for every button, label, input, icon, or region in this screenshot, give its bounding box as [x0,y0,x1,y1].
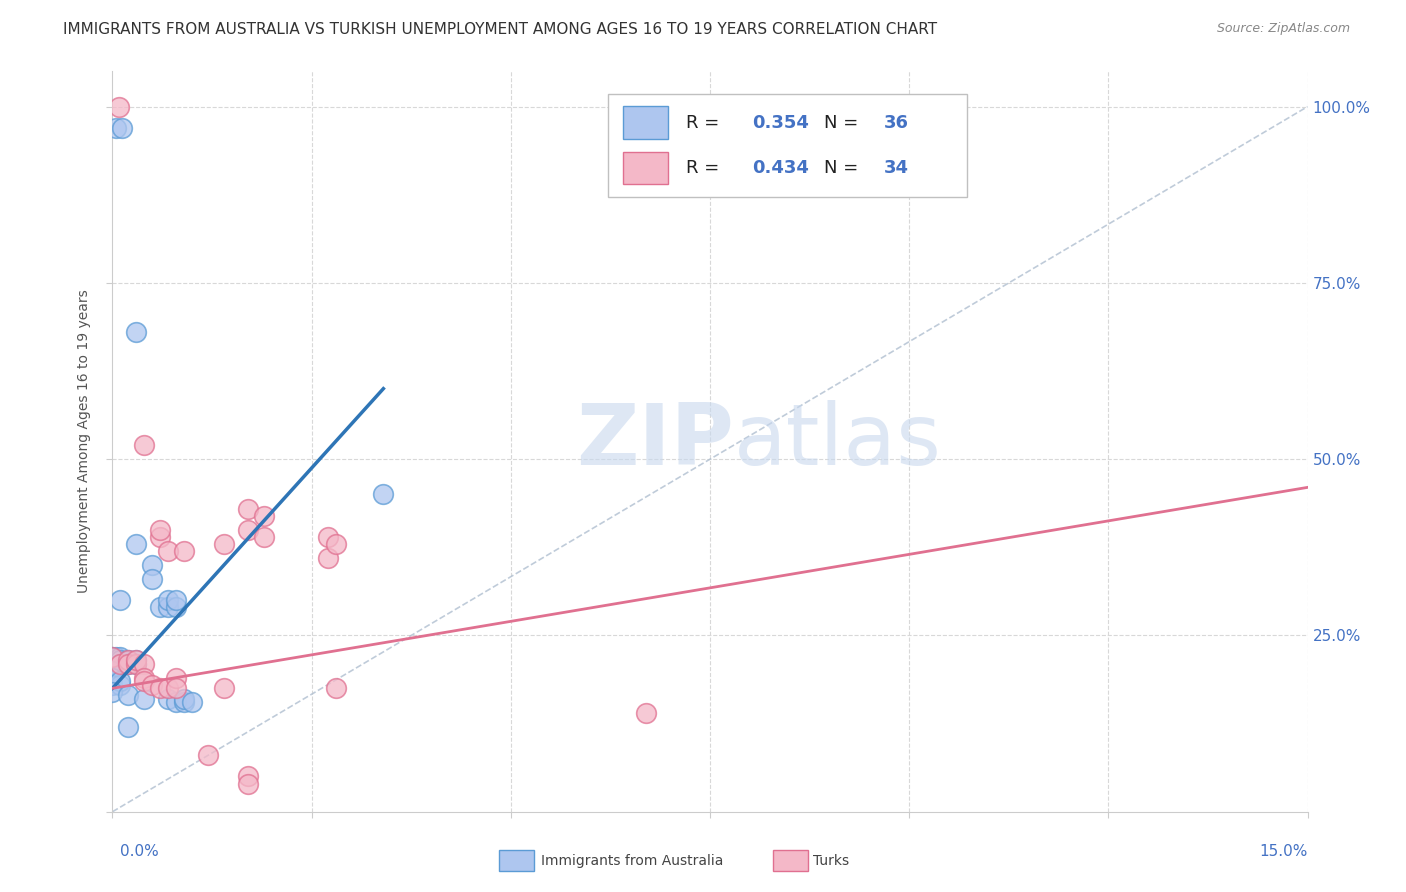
Point [157,544,180,558]
Point [101,649,124,664]
Point [149,523,172,537]
Point [157,593,180,607]
Point [149,681,172,696]
Point [117,657,139,671]
Bar [623,152,668,185]
Point [212,537,235,551]
Text: atlas: atlas [734,400,942,483]
Point [149,600,172,615]
Point [325,681,347,696]
Point [325,537,347,551]
Point [125,325,148,339]
Point [134,671,156,685]
Point [212,681,235,696]
Point [110,593,132,607]
Point [316,530,339,544]
Point [117,657,139,671]
Point [134,674,156,689]
Text: Source: ZipAtlas.com: Source: ZipAtlas.com [1216,22,1350,36]
Point [134,692,156,706]
Point [141,572,163,586]
Text: 36: 36 [883,113,908,132]
Point [110,649,132,664]
Text: R =: R = [686,159,725,178]
Point [117,720,139,734]
Text: N =: N = [824,113,863,132]
Bar [623,106,668,139]
Point [101,685,124,699]
Point [101,664,124,678]
Point [108,100,131,114]
Text: 0.0%: 0.0% [120,845,159,859]
Point [253,530,276,544]
Point [165,671,187,685]
Text: 34: 34 [883,159,908,178]
Point [236,523,259,537]
Point [110,657,132,671]
Point [110,653,132,667]
Point [101,649,124,664]
Text: 0.354: 0.354 [752,113,808,132]
Point [125,537,148,551]
Point [197,748,219,763]
Point [134,438,156,452]
Text: 0.434: 0.434 [752,159,808,178]
Point [236,501,259,516]
Point [157,600,180,615]
Point [173,692,195,706]
Point [236,769,259,783]
Point [125,657,148,671]
Point [181,695,204,709]
Point [110,678,132,692]
Point [117,653,139,667]
Text: Immigrants from Australia: Immigrants from Australia [541,854,724,868]
Text: N =: N = [824,159,863,178]
Point [101,678,124,692]
Point [141,558,163,572]
Point [110,657,132,671]
Text: Turks: Turks [813,854,849,868]
Point [173,544,195,558]
Point [173,695,195,709]
Point [110,674,132,689]
Text: ZIP: ZIP [576,400,734,483]
Point [149,530,172,544]
Text: R =: R = [686,113,725,132]
Point [125,653,148,667]
Bar [609,94,967,197]
Point [105,120,128,135]
Point [373,487,395,501]
Point [105,649,128,664]
Point [236,776,259,790]
Point [117,689,139,703]
Point [125,657,148,671]
Point [165,695,187,709]
Y-axis label: Unemployment Among Ages 16 to 19 years: Unemployment Among Ages 16 to 19 years [77,290,91,593]
Point [141,678,163,692]
Point [117,653,139,667]
Point [157,692,180,706]
Text: 15.0%: 15.0% [1260,845,1308,859]
Point [111,120,134,135]
Point [253,508,276,523]
Point [316,550,339,565]
Point [165,593,187,607]
Text: IMMIGRANTS FROM AUSTRALIA VS TURKISH UNEMPLOYMENT AMONG AGES 16 TO 19 YEARS CORR: IMMIGRANTS FROM AUSTRALIA VS TURKISH UNE… [63,22,938,37]
Point [101,671,124,685]
Point [165,600,187,615]
Point [165,681,187,696]
Point [125,653,148,667]
Point [636,706,658,720]
Point [134,657,156,671]
Point [157,681,180,696]
